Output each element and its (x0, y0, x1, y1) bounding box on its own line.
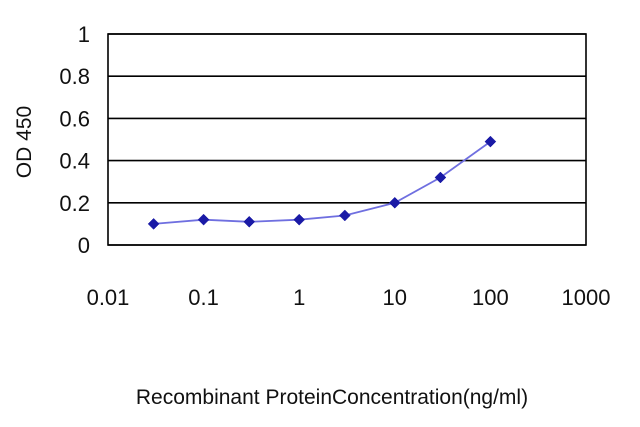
y-axis-title: OD 450 (13, 106, 36, 178)
x-axis-tick-labels: 0.01 0.1 1 10 100 1000 (87, 285, 611, 310)
x-tick-label: 10 (383, 285, 407, 310)
data-point-marker (338, 209, 351, 222)
data-point-marker (293, 213, 306, 226)
data-point-marker (147, 218, 160, 230)
y-tick-label: 0.8 (59, 64, 90, 89)
series-layer (147, 135, 497, 230)
y-tick-label: 1 (78, 22, 90, 47)
x-tick-label: 1 (293, 285, 305, 310)
x-tick-label: 0.01 (87, 285, 130, 310)
x-axis-title: Recombinant ProteinConcentration(ng/ml) (136, 386, 528, 409)
data-point-marker (197, 213, 210, 226)
y-tick-label: 0 (78, 233, 90, 258)
x-tick-label: 100 (472, 285, 509, 310)
y-tick-label: 0.6 (59, 106, 90, 131)
plot-area-frame (107, 33, 587, 246)
data-point-marker (388, 196, 401, 209)
x-tick-label: 0.1 (188, 285, 219, 310)
data-point-marker (434, 171, 447, 184)
data-point-marker (484, 135, 497, 148)
x-tick-label: 1000 (562, 285, 611, 310)
y-axis-tick-labels: 0 0.2 0.4 0.6 0.8 1 (59, 22, 90, 258)
y-tick-label: 0.4 (59, 149, 90, 174)
data-point-marker (243, 215, 256, 228)
y-tick-label: 0.2 (59, 191, 90, 216)
series-line-0 (153, 140, 491, 225)
